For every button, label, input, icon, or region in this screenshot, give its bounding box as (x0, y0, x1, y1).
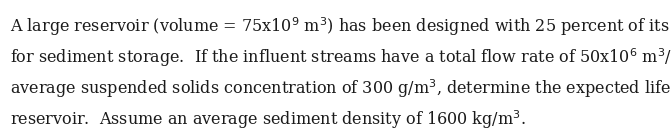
Text: for sediment storage.  If the influent streams have a total flow rate of 50x10$^: for sediment storage. If the influent st… (10, 47, 671, 69)
Text: reservoir.  Assume an average sediment density of 1600 kg/m$^{3}$.: reservoir. Assume an average sediment de… (10, 108, 526, 131)
Text: average suspended solids concentration of 300 g/m$^{3}$, determine the expected : average suspended solids concentration o… (10, 77, 671, 100)
Text: A large reservoir (volume = 75x10$^{9}$ m$^{3}$) has been designed with 25 perce: A large reservoir (volume = 75x10$^{9}$ … (10, 16, 671, 38)
